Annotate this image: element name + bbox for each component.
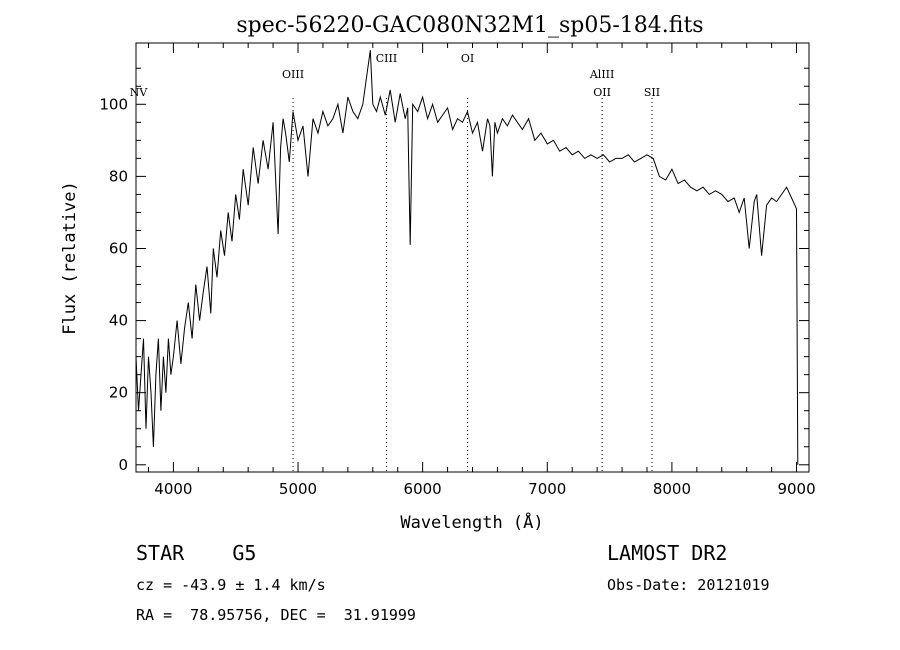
y-tick-label: 20 [109, 384, 128, 402]
footer-coordinates: RA = 78.95756, DEC = 31.91999 [136, 606, 416, 624]
spectral-line-label: OI [461, 52, 474, 65]
spectral-line-label: OII [593, 86, 611, 99]
x-tick-label: 7000 [528, 480, 566, 498]
footer-survey: LAMOST DR2 [607, 541, 727, 565]
spectral-line-label: NV [130, 86, 149, 99]
spectral-line-markers: NV OIII CIII OI AlIII OII SII [130, 52, 660, 472]
footer-obs-date: Obs-Date: 20121019 [607, 576, 770, 594]
footer-velocity: cz = -43.9 ± 1.4 km/s [136, 576, 326, 594]
spectral-line-label: CIII [376, 52, 397, 65]
footer-object-class: STAR G5 [136, 541, 256, 565]
x-tick-label: 8000 [653, 480, 691, 498]
spectral-line-label: AlIII [589, 68, 615, 81]
plot-frame [135, 42, 810, 473]
spectrum-line [135, 50, 799, 465]
x-tick-label: 9000 [777, 480, 815, 498]
chart-title: spec-56220-GAC080N32M1_sp05-184.fits [236, 13, 703, 38]
x-tick-label: 6000 [404, 480, 442, 498]
x-tick-label: 5000 [279, 480, 317, 498]
axis-ticks: 4000 5000 6000 7000 8000 9000 0 20 40 60 80 100 [99, 43, 816, 498]
spectral-line-label: SII [644, 86, 660, 99]
spectral-line-label: OIII [282, 68, 304, 81]
x-tick-label: 4000 [154, 480, 192, 498]
y-tick-label: 40 [109, 312, 128, 330]
y-axis-label: Flux (relative) [60, 181, 80, 335]
y-tick-label: 100 [99, 95, 128, 113]
y-tick-label: 0 [118, 456, 128, 474]
x-axis-label: Wavelength (Å) [400, 511, 543, 533]
y-tick-label: 80 [109, 167, 128, 185]
y-tick-label: 60 [109, 239, 128, 257]
